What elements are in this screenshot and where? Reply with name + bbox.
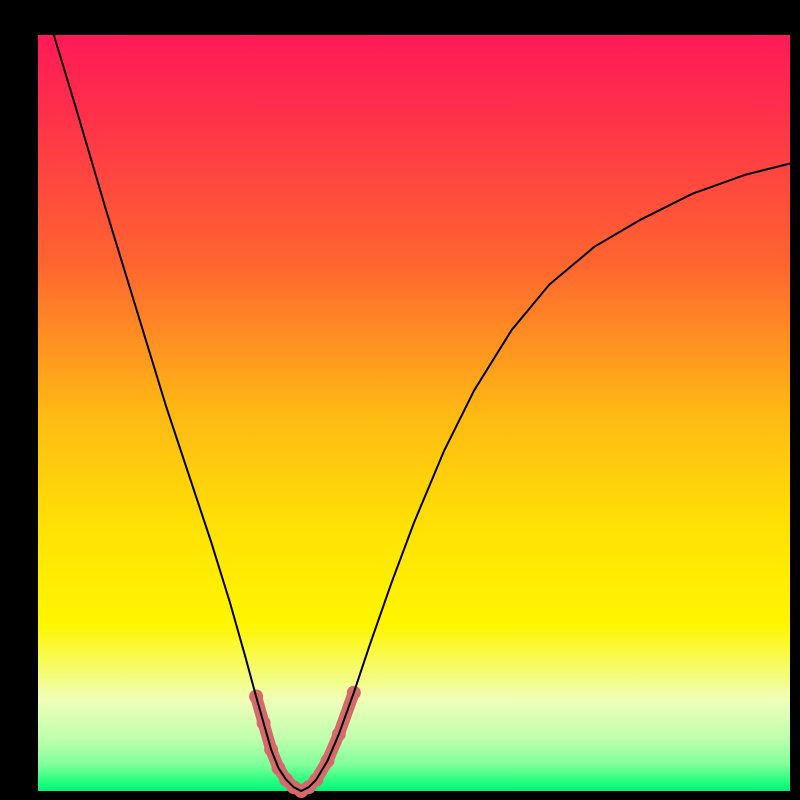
chart-container: TheBottleneck.com: [0, 0, 800, 800]
chart-svg: [0, 0, 800, 800]
plot-background: [38, 35, 790, 791]
